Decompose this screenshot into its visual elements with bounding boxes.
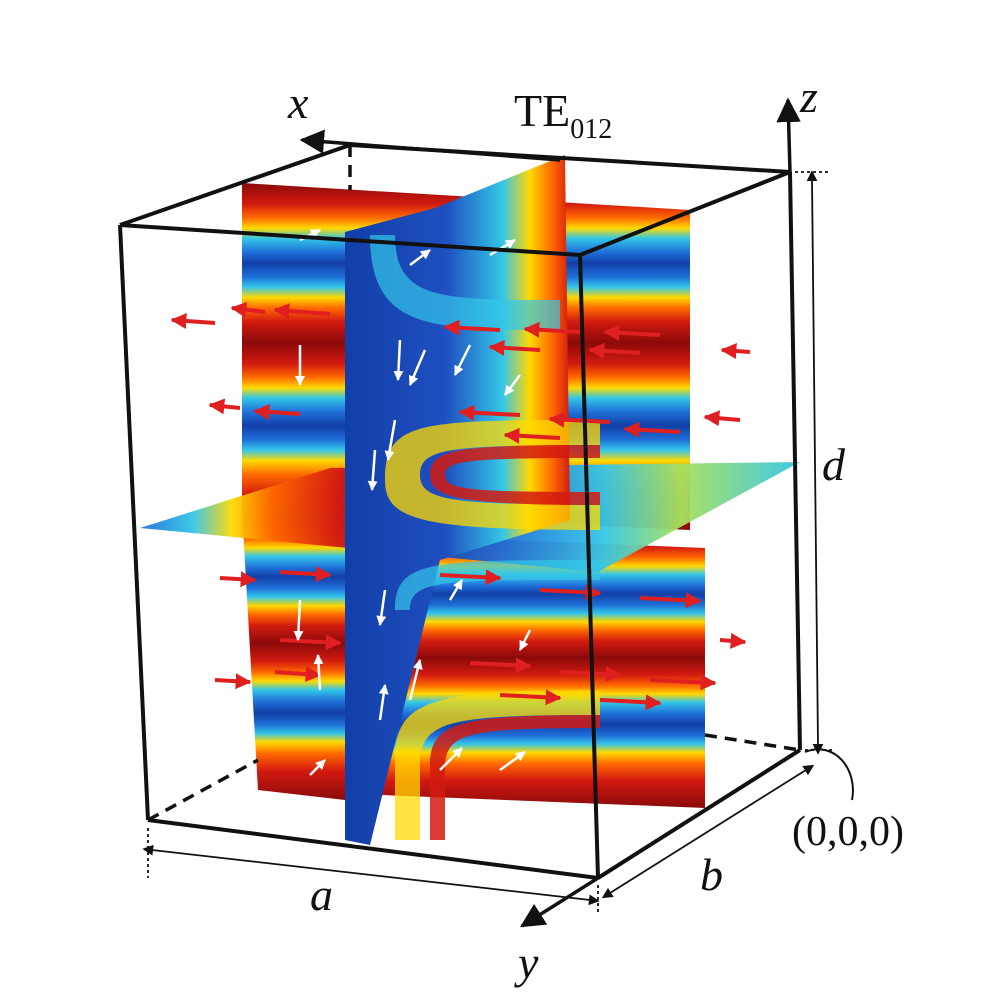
h-arrow xyxy=(439,747,463,771)
dim-d-label: d xyxy=(822,439,846,490)
e-arrow xyxy=(219,571,257,588)
h-arrow xyxy=(378,684,389,721)
e-arrow xyxy=(458,404,521,421)
h-arrow xyxy=(409,249,431,266)
frame-edge-top-right xyxy=(579,170,791,257)
e-arrow xyxy=(279,634,342,651)
hidden-edge-bottom-back xyxy=(704,733,801,752)
dim-d-line xyxy=(806,170,824,755)
h-arrow xyxy=(376,589,387,626)
h-arrow xyxy=(309,759,326,776)
dim-b-line xyxy=(601,764,815,899)
e-arrow xyxy=(559,666,622,683)
e-arrow xyxy=(719,632,747,649)
mode-contour-lower-inner xyxy=(430,715,600,840)
electric-field-arrows xyxy=(170,301,751,711)
hidden-edge-bottom-left xyxy=(147,758,259,822)
e-arrow xyxy=(603,324,661,341)
e-arrow xyxy=(443,319,501,336)
e-arrow xyxy=(214,673,252,690)
mode-contour-lower xyxy=(395,690,600,840)
mode-contour-lower-top xyxy=(395,560,600,610)
e-arrow xyxy=(649,674,717,691)
h-arrow xyxy=(384,419,397,461)
h-arrow xyxy=(504,374,521,396)
origin-label: (0,0,0) xyxy=(792,809,904,855)
mode-contour-mid-inner xyxy=(430,445,600,505)
xz-plane-lower-left xyxy=(242,510,345,800)
h-arrow xyxy=(408,659,423,701)
h-arrow xyxy=(448,579,464,601)
h-arrow xyxy=(453,344,472,376)
e-arrow xyxy=(499,689,562,706)
mode-contour-upper xyxy=(370,235,560,330)
e-arrow xyxy=(208,398,241,415)
x-axis-label: x xyxy=(287,77,309,128)
y-axis-label: y xyxy=(514,937,539,988)
dim-a-line xyxy=(142,844,600,906)
h-arrow xyxy=(518,629,532,651)
magnetic-field-arrows xyxy=(293,228,532,776)
dim-a-label: a xyxy=(310,869,333,920)
e-arrow xyxy=(253,403,301,420)
z-axis-label: z xyxy=(799,71,818,122)
e-arrow xyxy=(488,339,541,356)
e-arrow xyxy=(230,301,266,318)
field-planes xyxy=(140,155,800,845)
e-arrow xyxy=(469,657,532,674)
mode-label: TE012 xyxy=(514,85,612,145)
e-arrow xyxy=(720,343,751,360)
h-arrow xyxy=(489,238,516,257)
e-arrow xyxy=(273,303,331,320)
x-axis-arrow xyxy=(299,129,561,162)
e-arrow xyxy=(623,421,681,438)
frame-edge-top-front xyxy=(119,223,581,257)
e-arrow xyxy=(548,411,611,428)
y-axis-arrow xyxy=(519,876,599,928)
e-arrow xyxy=(599,694,662,711)
e-arrow xyxy=(439,569,502,586)
e-arrow xyxy=(279,566,332,583)
h-arrow xyxy=(393,339,404,381)
dimension-lines xyxy=(142,170,854,912)
e-arrow xyxy=(703,410,741,427)
e-arrow xyxy=(503,427,561,444)
frame-edge-back-right xyxy=(788,171,802,751)
h-arrow xyxy=(313,654,324,691)
h-arrow xyxy=(499,750,526,772)
e-arrow xyxy=(170,313,216,329)
frame-edge-front-left xyxy=(118,224,150,821)
mode-contour-mid xyxy=(385,420,600,530)
h-arrow xyxy=(408,349,427,386)
frame-edge-front-right xyxy=(578,254,600,879)
e-arrow xyxy=(588,342,641,359)
e-arrow xyxy=(639,592,702,609)
origin-leader xyxy=(804,748,854,801)
e-arrow xyxy=(274,666,322,683)
dim-b-label: b xyxy=(700,849,723,900)
h-arrow xyxy=(293,599,304,641)
e-arrow xyxy=(523,321,581,338)
z-axis-arrow xyxy=(776,97,801,173)
h-arrow xyxy=(367,449,378,491)
frame-edge-top-left xyxy=(119,143,351,227)
hidden-edges xyxy=(147,145,801,822)
